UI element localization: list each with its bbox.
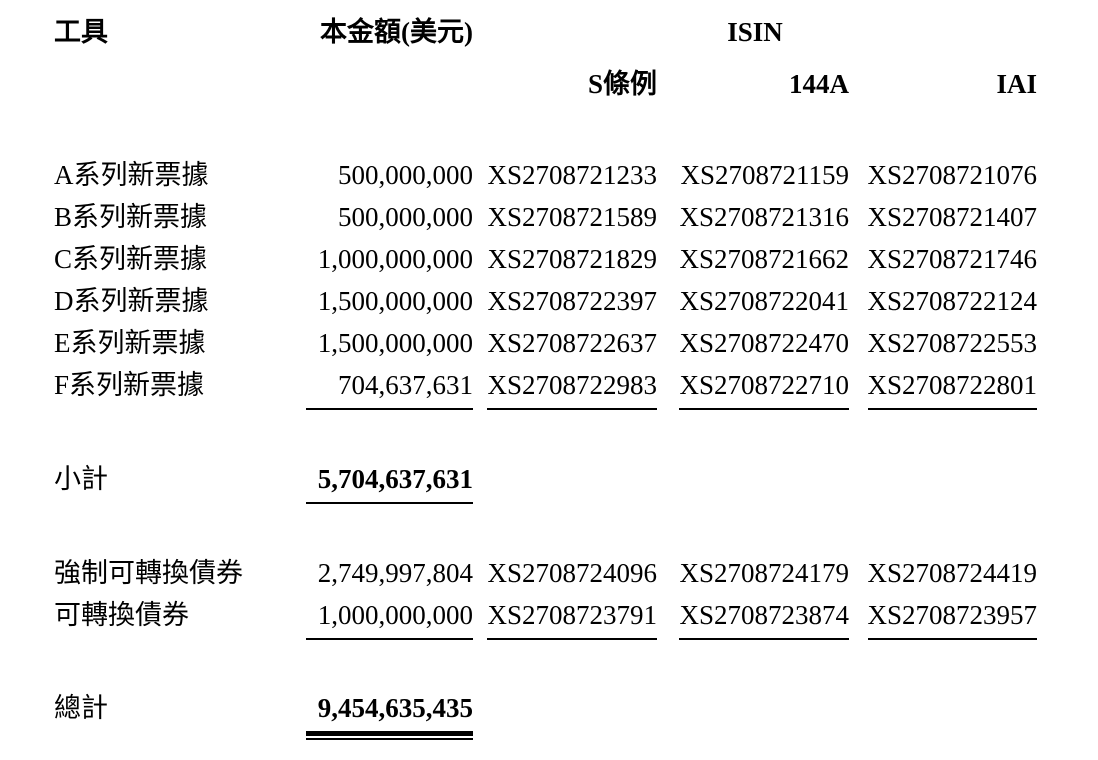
isin-reg-s: XS2708723791 xyxy=(473,594,657,640)
isin-underlined: XS2708722983 xyxy=(487,364,657,410)
isin-iai: XS2708721407 xyxy=(867,202,1038,232)
isin-underlined: XS2708722801 xyxy=(867,364,1038,410)
empty-cell xyxy=(849,687,1037,740)
col-header-isin-group: ISIN xyxy=(727,17,783,47)
header-row-2: S條例 144A IAI xyxy=(54,62,1037,112)
principal-amount: 704,637,631 xyxy=(306,364,473,410)
isin-144a: XS2708721662 xyxy=(679,244,849,274)
instrument-label: F系列新票據 xyxy=(54,370,205,400)
spacer xyxy=(54,640,1037,687)
isin-iai: XS2708722553 xyxy=(867,328,1038,358)
isin-reg-s: XS2708722637 xyxy=(487,328,657,358)
spacer xyxy=(54,504,1037,552)
col-header-144a: 144A xyxy=(789,69,849,99)
isin-underlined: XS2708722710 xyxy=(679,364,849,410)
instrument-label: 強制可轉換債券 xyxy=(54,558,243,588)
isin-reg-s: XS2708721829 xyxy=(487,244,657,274)
empty-cell xyxy=(657,458,849,504)
instrument-label: A系列新票據 xyxy=(54,160,209,190)
instrument-label: C系列新票據 xyxy=(54,244,208,274)
table-row-series-b: B系列新票據 500,000,000 XS2708721589 XS270872… xyxy=(54,196,1037,238)
isin-144a: XS2708722710 xyxy=(657,364,849,410)
col-header-instrument: 工具 xyxy=(54,17,108,47)
isin-reg-s: XS2708722397 xyxy=(487,286,657,316)
instrument-label: 可轉換債券 xyxy=(54,600,189,630)
spacer xyxy=(54,410,1037,458)
subtotal-label: 小計 xyxy=(54,464,108,494)
isin-underlined: XS2708723791 xyxy=(487,594,657,640)
isin-iai: XS2708721076 xyxy=(867,160,1038,190)
table-row-convertible: 可轉換債券 1,000,000,000 XS2708723791 XS27087… xyxy=(54,594,1038,640)
total-amount: 9,454,635,435 xyxy=(306,687,473,740)
principal-amount: 500,000,000 xyxy=(338,160,473,190)
isin-144a: XS2708722041 xyxy=(679,286,849,316)
isin-reg-s: XS2708721589 xyxy=(487,202,657,232)
isin-144a: XS2708724179 xyxy=(679,558,849,588)
isin-reg-s: XS2708721233 xyxy=(487,160,657,190)
spacer xyxy=(54,112,1037,154)
principal-amount: 1,500,000,000 xyxy=(317,286,473,316)
principal-amount: 500,000,000 xyxy=(338,202,473,232)
principal-amount-underlined: 704,637,631 xyxy=(306,364,473,410)
table-row-series-d: D系列新票據 1,500,000,000 XS2708722397 XS2708… xyxy=(54,280,1037,322)
table-row-series-c: C系列新票據 1,000,000,000 XS2708721829 XS2708… xyxy=(54,238,1037,280)
isin-144a: XS2708722470 xyxy=(679,328,849,358)
table-row-series-f: F系列新票據 704,637,631 XS2708722983 XS270872… xyxy=(54,364,1038,410)
col-header-principal: 本金額(美元) xyxy=(320,17,473,47)
instrument-label: E系列新票據 xyxy=(54,328,206,358)
header-row-1: 工具 本金額(美元) ISIN xyxy=(54,16,1037,62)
col-header-iai: IAI xyxy=(996,69,1038,99)
empty-cell xyxy=(473,458,657,504)
empty-cell xyxy=(306,62,473,112)
principal-amount: 1,000,000,000 xyxy=(306,594,473,640)
isin-iai: XS2708724419 xyxy=(867,558,1038,588)
principal-amount-underlined: 1,000,000,000 xyxy=(306,594,473,640)
principal-amount: 1,500,000,000 xyxy=(317,328,473,358)
subtotal-row: 小計 5,704,637,631 xyxy=(54,458,1037,504)
total-label: 總計 xyxy=(54,693,108,723)
principal-amount: 1,000,000,000 xyxy=(317,244,473,274)
isin-iai: XS2708722801 xyxy=(849,364,1038,410)
table-row-series-e: E系列新票據 1,500,000,000 XS2708722637 XS2708… xyxy=(54,322,1037,364)
isin-144a: XS2708721316 xyxy=(679,202,849,232)
empty-cell xyxy=(657,687,849,740)
instruments-isin-table: 工具 本金額(美元) ISIN S條例 144A IAI A系列新票據 500,… xyxy=(54,16,1038,740)
col-header-reg-s: S條例 xyxy=(587,69,657,99)
empty-cell xyxy=(849,458,1037,504)
table-row-series-a: A系列新票據 500,000,000 XS2708721233 XS270872… xyxy=(54,154,1037,196)
isin-reg-s: XS2708722983 xyxy=(473,364,657,410)
empty-cell xyxy=(473,687,657,740)
isin-144a: XS2708723874 xyxy=(657,594,849,640)
total-double-rule xyxy=(306,731,473,740)
isin-144a: XS2708721159 xyxy=(680,160,849,190)
isin-underlined: XS2708723874 xyxy=(679,594,849,640)
isin-iai: XS2708721746 xyxy=(867,244,1038,274)
empty-cell xyxy=(54,62,306,112)
isin-iai: XS2708722124 xyxy=(867,286,1038,316)
isin-underlined: XS2708723957 xyxy=(867,594,1038,640)
total-amount-value: 9,454,635,435 xyxy=(317,693,473,723)
subtotal-amount: 5,704,637,631 xyxy=(306,458,473,504)
instrument-label: B系列新票據 xyxy=(54,202,208,232)
total-row: 總計 9,454,635,435 xyxy=(54,687,1037,740)
principal-amount: 2,749,997,804 xyxy=(317,558,473,588)
instrument-label: D系列新票據 xyxy=(54,286,209,316)
isin-iai: XS2708723957 xyxy=(849,594,1038,640)
subtotal-amount-underlined: 5,704,637,631 xyxy=(306,458,473,504)
table-row-mandatory-convertible: 強制可轉換債券 2,749,997,804 XS2708724096 XS270… xyxy=(54,552,1037,594)
isin-reg-s: XS2708724096 xyxy=(487,558,657,588)
